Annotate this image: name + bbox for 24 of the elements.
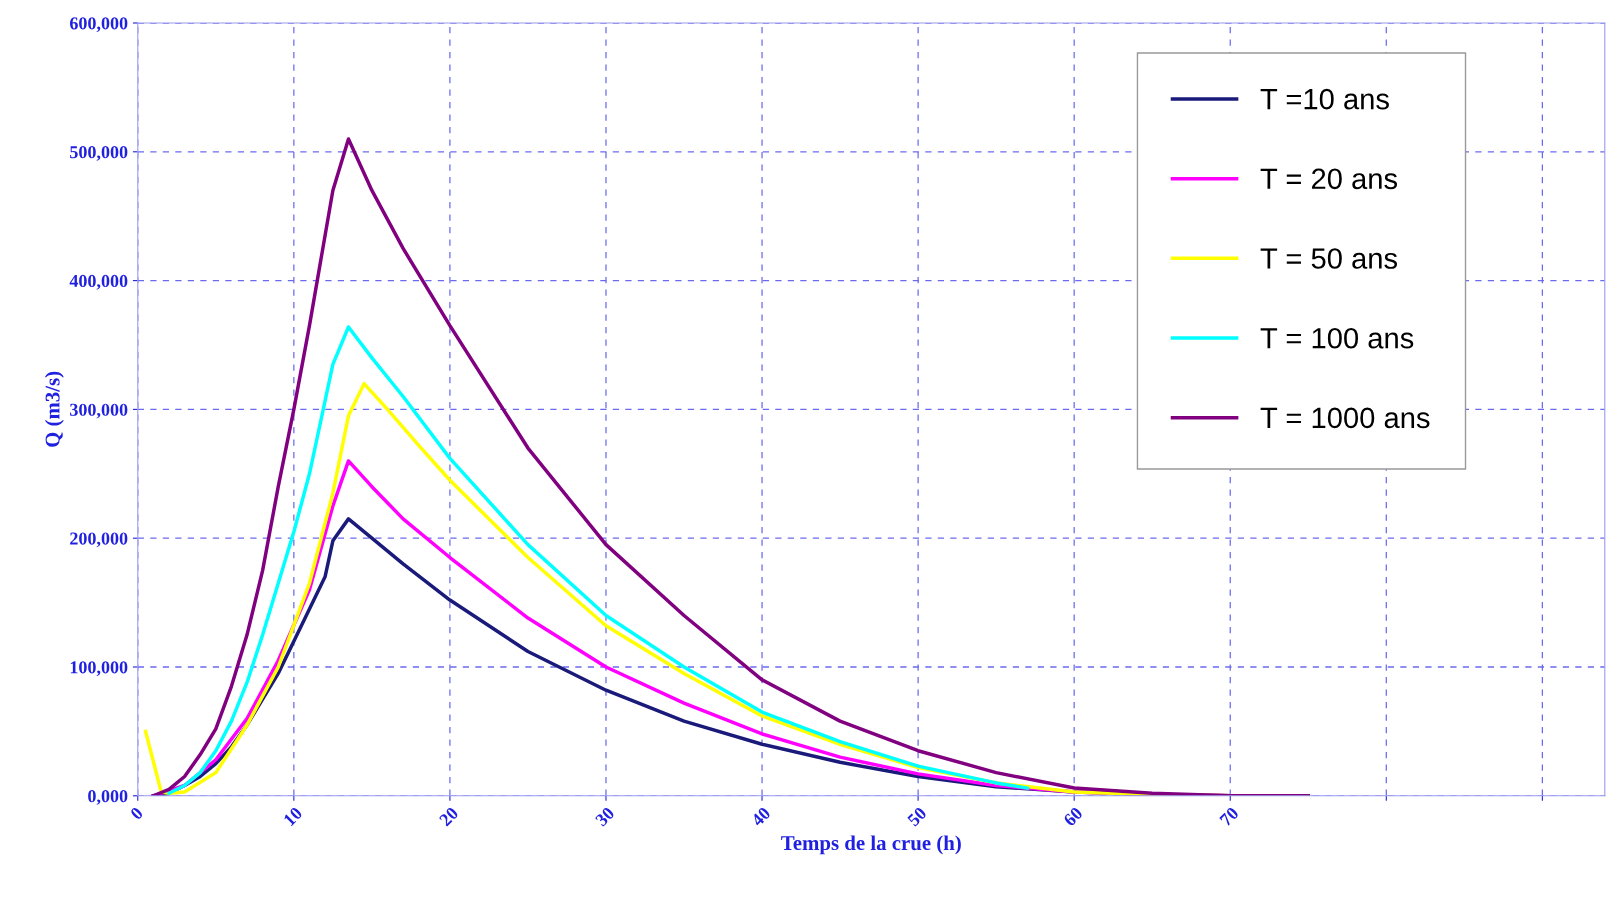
y-tick-label: 400,000 [69, 274, 128, 290]
legend-label: T = 100 ans [1260, 327, 1414, 349]
y-axis-title: Q (m3/s) [44, 371, 64, 447]
x-tick-label: 10 [283, 806, 303, 827]
x-tick-label: 50 [906, 806, 928, 827]
line-series [167, 325, 1030, 795]
x-tick-label: 20 [438, 806, 460, 827]
x-tick-label: 70 [1219, 806, 1240, 827]
x-axis-title: Temps de la crue (h) [781, 835, 961, 855]
y-tick-label: 0,000 [88, 790, 128, 805]
x-tick-label: 0 [129, 806, 144, 821]
y-tick-label: 100,000 [70, 661, 128, 677]
x-tick-label: 60 [1062, 806, 1084, 827]
x-tick-label: 40 [750, 806, 772, 828]
y-tick-label: 200,000 [70, 532, 128, 548]
legend-label: T = 20 ans [1260, 168, 1398, 190]
legend-label: T = 50 ans [1260, 248, 1398, 269]
line-series [151, 137, 1311, 796]
y-tick-label: 300,000 [70, 403, 128, 419]
x-tick-label: 30 [594, 806, 616, 827]
legend-label: T =10 ans [1260, 88, 1389, 110]
y-tick-label: 500,000 [70, 146, 128, 161]
legend-label: T = 1000 ans [1260, 407, 1430, 429]
y-tick-label: 600,000 [70, 17, 128, 33]
